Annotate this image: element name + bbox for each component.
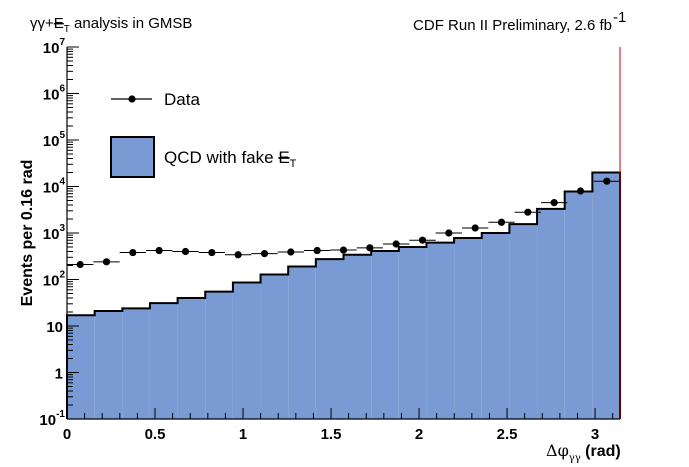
data-point [234, 251, 242, 259]
legend-qcd-label: QCD with fake ET [164, 148, 297, 170]
data-point [155, 246, 163, 255]
x-tick-label: 2.5 [497, 426, 518, 443]
data-points [67, 177, 620, 269]
qcd-bar [564, 191, 593, 419]
data-point [76, 260, 84, 269]
qcd-bar [371, 251, 399, 419]
y-tick-label: 10-1 [39, 409, 65, 429]
x-tick-label: 1 [239, 426, 247, 443]
qcd-bar [205, 291, 233, 419]
qcd-bar [426, 242, 455, 419]
data-point [129, 248, 137, 257]
data-point [603, 177, 611, 185]
qcd-bar [454, 238, 482, 419]
x-tick-label: 0 [63, 426, 71, 443]
legend-data-marker [128, 95, 136, 103]
legend-qcd-swatch [110, 136, 155, 178]
legend: Data QCD with fake ET [110, 90, 297, 178]
data-point [339, 246, 348, 254]
data-point [181, 247, 190, 256]
data-point [445, 229, 453, 237]
data-point [208, 248, 216, 257]
qcd-bar [481, 233, 510, 419]
met-symbol: E [278, 148, 289, 167]
data-point [524, 208, 532, 216]
qcd-bar [177, 298, 206, 419]
qcd-bar [398, 246, 427, 419]
y-tick-label: 106 [43, 84, 66, 104]
y-tick-label: 102 [43, 270, 66, 290]
qcd-bar [592, 172, 620, 419]
qcd-bar [343, 254, 372, 419]
y-axis-label: Events per 0.16 rad [19, 160, 36, 307]
data-point [471, 224, 479, 232]
data-point [392, 240, 400, 248]
qcd-bar [288, 266, 316, 419]
qcd-bar [260, 274, 289, 419]
data-point [366, 244, 374, 252]
y-tick-label: 105 [43, 130, 66, 150]
y-tick-label: 10 [46, 319, 63, 336]
data-point [260, 250, 269, 258]
data-point [576, 187, 585, 195]
qcd-histogram [66, 171, 621, 419]
axes: 0 0.5 1 1.5 2 2.5 3 10-1 1 10 102 103 104 105 106 107 [39, 37, 621, 443]
title-right: CDF Run II Preliminary, 2.6 fb [413, 17, 612, 34]
qcd-bar [315, 259, 344, 419]
x-tick-label: 0.5 [145, 426, 166, 443]
qcd-bar [537, 208, 565, 419]
qcd-bar [67, 315, 95, 419]
data-point [550, 199, 558, 207]
data-point [497, 218, 506, 226]
x-tick-label: 2 [415, 426, 423, 443]
x-tick-label: 3 [591, 426, 599, 443]
qcd-bar [509, 224, 538, 419]
met-symbol: E [54, 15, 64, 32]
y-tick-label: 1 [55, 366, 63, 383]
title-right-sup: -1 [613, 9, 626, 26]
legend-data-label: Data [164, 90, 200, 109]
x-tick-label: 1.5 [321, 426, 342, 443]
y-tick-label: 103 [43, 223, 66, 243]
qcd-bar [122, 308, 150, 419]
x-axis-label: Δφγγ (rad) [546, 441, 621, 464]
qcd-bar [232, 282, 261, 419]
qcd-bar [94, 311, 123, 419]
y-tick-label: 104 [43, 177, 66, 197]
qcd-outline [66, 171, 621, 419]
data-point [418, 236, 427, 244]
y-tick-label: 107 [43, 37, 66, 57]
data-point [287, 248, 295, 256]
title-left: γγ+ET analysis in GMSB [30, 15, 192, 35]
data-point [313, 246, 321, 255]
data-point [102, 258, 111, 266]
qcd-bar [149, 303, 178, 419]
